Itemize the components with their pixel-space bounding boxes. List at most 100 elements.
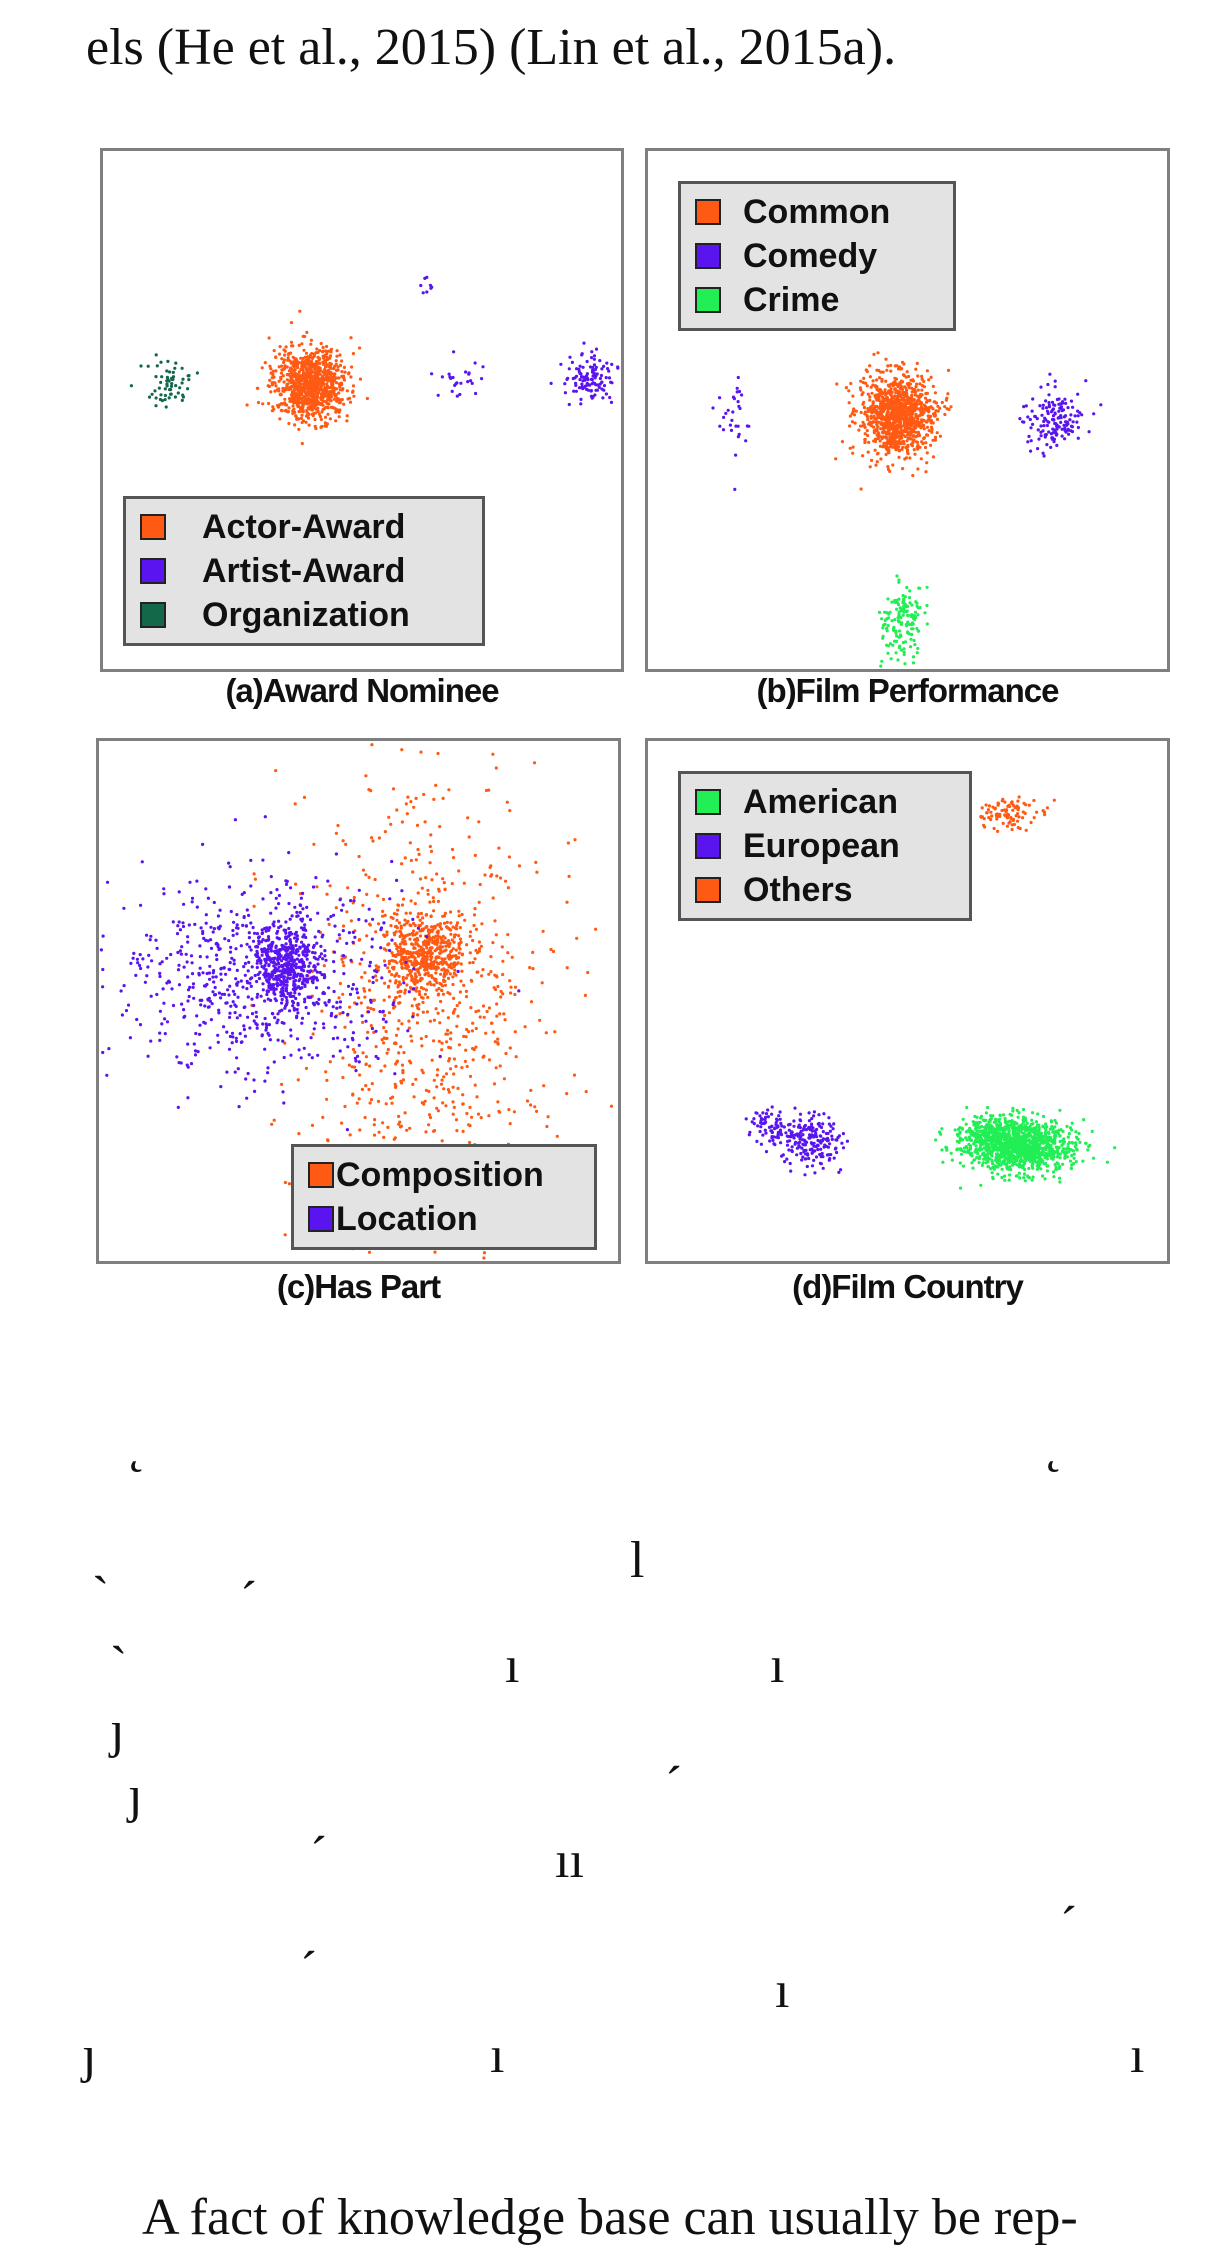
data-point [866,450,870,454]
data-point [267,384,272,389]
data-point [162,1001,166,1005]
data-point [347,931,351,935]
data-point [914,440,919,444]
data-point [295,387,299,391]
data-point [158,1038,162,1042]
data-point [859,424,863,428]
data-point [477,949,481,953]
data-point [448,972,452,976]
data-point [302,1046,306,1050]
data-point [916,467,920,471]
data-point [261,402,265,406]
data-point [418,979,422,983]
data-point [305,914,309,918]
data-point [502,1012,506,1016]
data-point [507,1108,511,1112]
data-point [449,1067,453,1071]
data-point [288,962,292,967]
data-point [559,362,563,366]
data-point [313,935,317,939]
data-point [551,949,556,954]
data-point [908,645,913,649]
data-point [925,369,929,373]
data-point [386,943,390,947]
data-point [444,940,448,944]
data-point [424,876,428,880]
data-point [1076,425,1080,430]
data-point [873,393,878,397]
paper-text-top-line: els (He et al., 2015) (Lin et al., 2015a… [86,19,897,76]
data-point [879,427,883,431]
data-point [321,407,325,411]
data-point [217,947,221,952]
data-point [447,372,451,376]
data-point [898,418,902,423]
data-point [227,885,232,889]
data-point [592,354,597,358]
data-point [610,381,614,385]
data-point [272,924,276,928]
data-point [225,1070,229,1074]
data-point [414,796,418,800]
data-point [309,342,313,346]
data-point [264,1026,269,1030]
data-point [289,991,293,995]
data-point [141,957,145,961]
data-point [402,936,406,940]
data-point [930,430,934,434]
data-point [903,640,908,644]
data-point [902,390,906,394]
data-point [467,835,471,839]
data-point [283,353,287,357]
data-point [296,1078,300,1082]
data-point [239,944,243,948]
data-point [386,1125,390,1129]
data-point [338,936,342,940]
data-point [292,401,296,405]
data-point [607,369,611,373]
data-point [351,930,355,934]
data-point [438,1054,442,1058]
data-point [206,939,210,943]
data-point [877,420,881,424]
data-point [271,973,275,977]
data-point [311,386,315,390]
data-point [192,996,196,1000]
data-point [886,644,890,648]
data-point [410,942,414,946]
data-point [1063,428,1067,433]
data-point [893,600,897,604]
data-point [458,990,462,994]
data-point [257,976,261,981]
data-point [1060,400,1065,404]
data-point [212,927,216,931]
data-point [269,946,273,951]
data-point [908,601,912,605]
data-point [399,932,404,937]
data-point [243,1034,247,1038]
data-point [242,1024,246,1028]
data-point [439,999,443,1004]
data-point [261,858,265,862]
data-point [323,954,327,958]
data-point [397,1019,401,1023]
data-point [366,1006,370,1010]
data-point [1069,424,1074,428]
data-point [292,388,297,392]
data-point [379,1069,383,1073]
data-point [297,965,301,969]
data-point [303,997,307,1001]
data-point [895,431,899,435]
data-point [338,353,342,357]
data-point [279,948,283,952]
data-point [420,959,424,963]
data-point [254,1010,258,1014]
data-point [473,1083,477,1087]
data-point [399,1124,403,1128]
data-point [538,1018,542,1022]
data-point [365,1036,369,1040]
data-point [503,1018,507,1022]
data-point [316,350,320,355]
data-point [341,374,346,378]
data-point [101,967,105,972]
